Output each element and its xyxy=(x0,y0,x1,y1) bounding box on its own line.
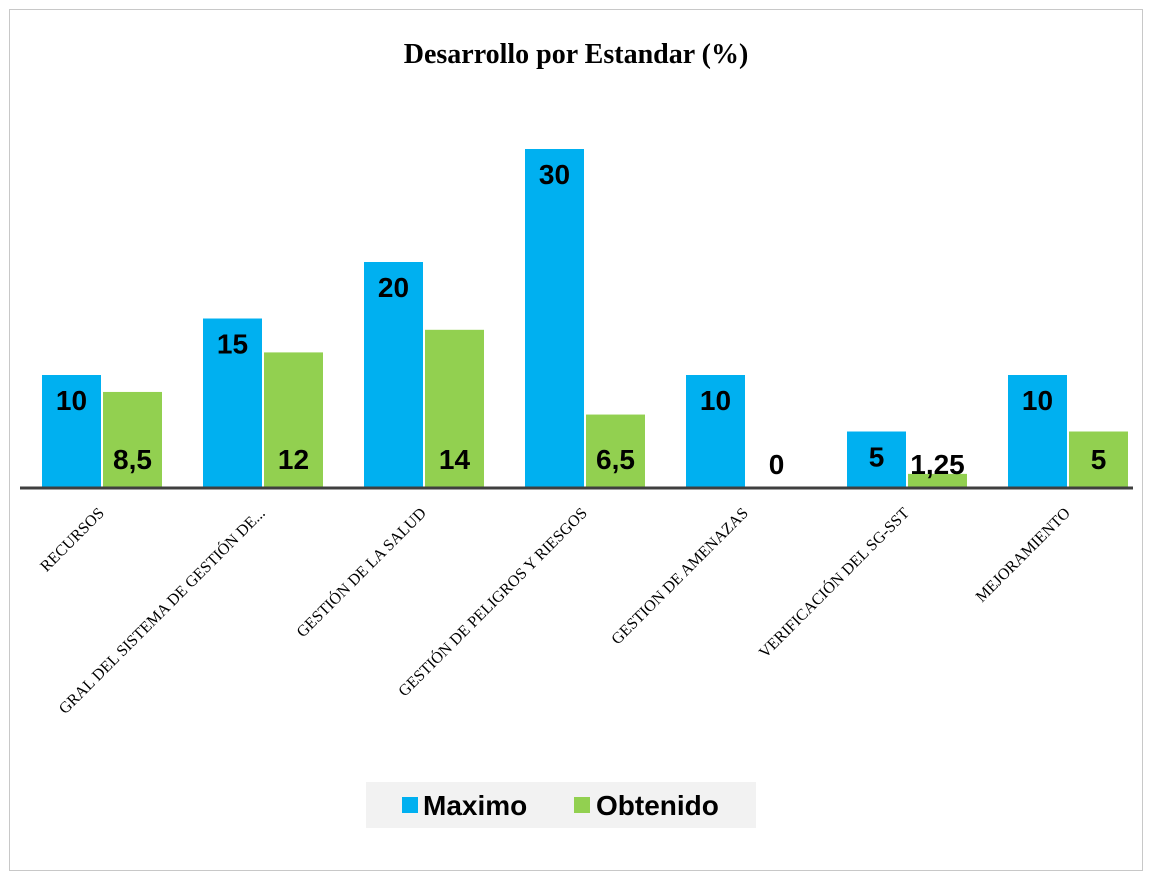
category-label-6: VERIFICACIÓN DEL SG-SST xyxy=(755,503,913,661)
value-label-obtenido-4: 6,5 xyxy=(596,444,635,475)
legend-swatch-maximo xyxy=(402,797,418,813)
category-label-1: RECURSOS xyxy=(37,505,108,576)
legend-label-maximo: Maximo xyxy=(423,790,527,821)
chart-title: Desarrollo por Estandar (%) xyxy=(404,39,749,70)
bar-obtenido-3 xyxy=(425,329,484,488)
legend-background xyxy=(366,782,756,828)
bar-obtenido-7 xyxy=(1069,431,1128,488)
value-label-obtenido-6: 1,25 xyxy=(910,449,965,480)
bar-obtenido-2 xyxy=(264,352,323,488)
category-label-5: GESTION DE AMENAZAS xyxy=(608,505,751,648)
value-label-maximo-3: 20 xyxy=(378,272,409,303)
value-label-obtenido-5: 0 xyxy=(769,449,785,480)
value-labels-layer: 10 8,5 15 12 20 14 30 6,5 10 0 5 1,25 10 5 xyxy=(56,159,1106,480)
bar-maximo-1 xyxy=(42,375,101,488)
value-label-obtenido-7: 5 xyxy=(1091,444,1107,475)
category-label-7: MEJORAMIENTO xyxy=(973,505,1074,606)
bars-layer xyxy=(42,149,1128,488)
value-label-maximo-6: 5 xyxy=(869,442,885,473)
bar-obtenido-4 xyxy=(586,414,645,488)
bar-maximo-7 xyxy=(1008,375,1067,488)
value-label-obtenido-1: 8,5 xyxy=(113,444,152,475)
value-label-obtenido-3: 14 xyxy=(439,444,471,475)
value-label-maximo-2: 15 xyxy=(217,329,248,360)
bar-maximo-4 xyxy=(525,149,584,488)
value-label-maximo-7: 10 xyxy=(1022,385,1053,416)
category-label-4: GESTIÓN DE PELIGROS Y RIESGOS xyxy=(394,503,591,700)
legend: Maximo Obtenido xyxy=(366,782,756,828)
bar-maximo-3 xyxy=(364,262,423,488)
bar-obtenido-6 xyxy=(908,473,967,488)
bar-obtenido-1 xyxy=(103,391,162,488)
legend-swatch-obtenido xyxy=(574,797,590,813)
bar-maximo-2 xyxy=(203,318,262,488)
bar-maximo-5 xyxy=(686,375,745,488)
bar-maximo-6 xyxy=(847,431,906,488)
value-label-maximo-1: 10 xyxy=(56,385,87,416)
value-label-obtenido-2: 12 xyxy=(278,444,309,475)
legend-label-obtenido: Obtenido xyxy=(596,790,719,821)
value-label-maximo-5: 10 xyxy=(700,385,731,416)
category-label-3: GESTIÓN DE LA SALUD xyxy=(292,503,430,641)
value-label-maximo-4: 30 xyxy=(539,159,570,190)
